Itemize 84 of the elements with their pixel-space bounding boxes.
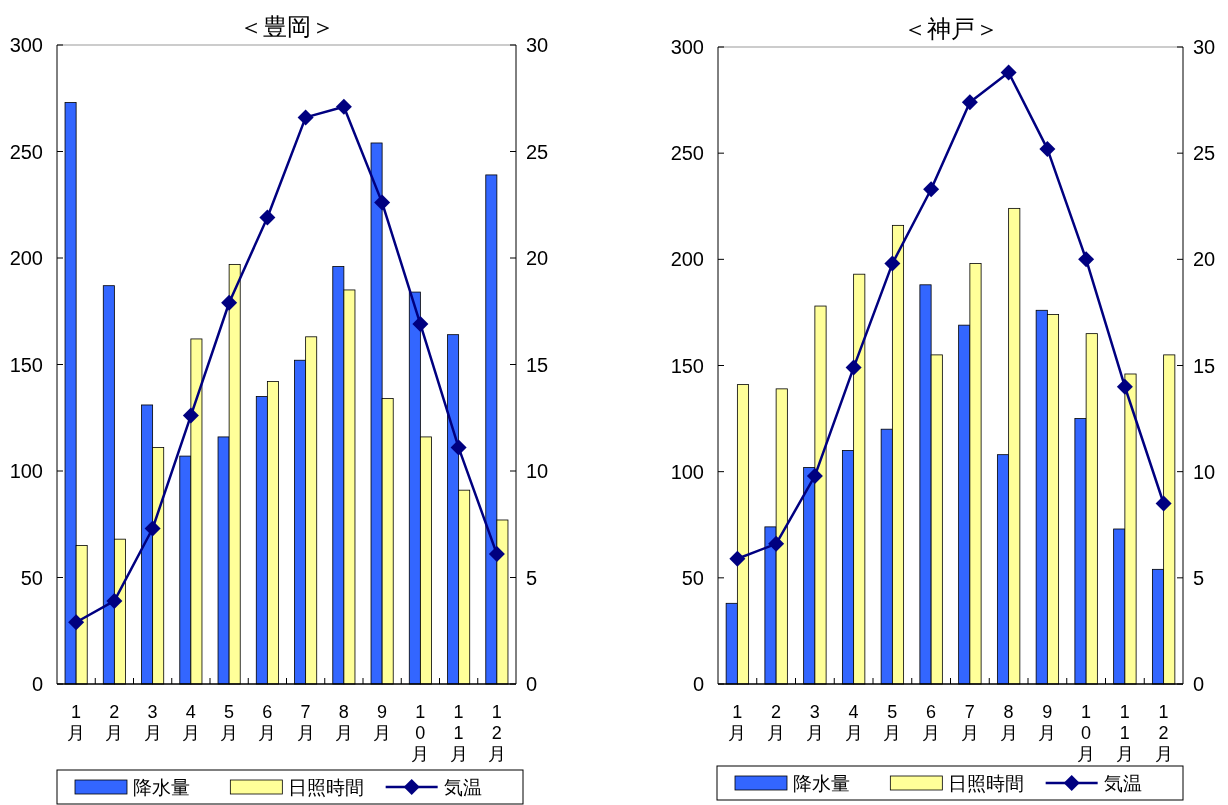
x-tick-label: 5月: [220, 702, 239, 743]
point: [259, 209, 276, 226]
point: [961, 94, 978, 111]
x-tick-label: 1月: [67, 702, 86, 743]
legend-label: 日照時間: [288, 777, 365, 798]
x-tick-label: 12月: [1154, 702, 1173, 764]
y2-tick-label: 5: [526, 566, 538, 589]
y-tick-label: 50: [681, 566, 704, 589]
point: [1000, 64, 1017, 81]
point: [488, 546, 505, 563]
y-tick-label: 0: [692, 673, 704, 695]
point: [845, 359, 862, 376]
point: [1116, 378, 1133, 395]
point: [884, 255, 901, 272]
x-tick-label: 12月: [487, 702, 506, 764]
legend-label: 日照時間: [948, 773, 1025, 794]
x-tick-label: 3月: [143, 702, 162, 743]
y-tick-label: 100: [9, 460, 43, 482]
y-tick-label: 250: [9, 140, 43, 163]
point: [450, 439, 467, 456]
x-tick-label: 8月: [334, 702, 353, 743]
x-tick-label: 3月: [805, 702, 824, 743]
point: [221, 294, 238, 311]
y2-tick-label: 25: [1193, 142, 1216, 165]
x-tick-label: 2月: [767, 702, 786, 743]
x-tick-label: 2月: [105, 702, 124, 743]
x-tick-label: 9月: [1038, 702, 1057, 743]
x-tick-label: 10月: [411, 702, 430, 764]
x-tick-label: 7月: [296, 702, 315, 743]
y2-tick-label: 15: [1193, 354, 1216, 377]
y-tick-label: 50: [20, 566, 43, 589]
y2-tick-label: 30: [526, 34, 549, 56]
chart-title: ＜豊岡＞: [238, 13, 335, 40]
point: [768, 535, 785, 552]
y-tick-label: 200: [9, 247, 43, 269]
y2-tick-label: 25: [526, 140, 549, 163]
y-tick-label: 300: [670, 36, 704, 58]
y2-tick-label: 10: [526, 460, 549, 482]
x-tick-label: 1月: [728, 702, 747, 743]
point: [297, 109, 314, 126]
x-tick-label: 6月: [922, 702, 941, 743]
point: [806, 467, 823, 484]
point: [182, 407, 199, 424]
y2-tick-label: 20: [526, 247, 549, 269]
legend-label: 降水量: [793, 773, 850, 794]
x-tick-label: 9月: [373, 702, 392, 743]
y-tick-label: 300: [9, 34, 43, 56]
chart-title: ＜神戸＞: [902, 15, 999, 42]
point: [1155, 495, 1172, 512]
y-tick-label: 200: [670, 248, 704, 271]
point: [923, 181, 940, 198]
x-tick-label: 10月: [1077, 702, 1096, 764]
x-tick-label: 6月: [258, 702, 277, 743]
x-tick-label: 8月: [999, 702, 1018, 743]
x-tick-label: 5月: [883, 702, 902, 743]
point: [1039, 140, 1056, 157]
y2-tick-label: 15: [526, 353, 549, 376]
y2-tick-label: 30: [1193, 36, 1216, 58]
y-tick-label: 250: [670, 142, 704, 165]
y2-tick-label: 0: [526, 673, 538, 695]
x-tick-label: 4月: [844, 702, 863, 743]
point: [144, 520, 161, 537]
y2-tick-label: 0: [1193, 673, 1205, 695]
y2-tick-label: 10: [1193, 460, 1216, 483]
x-tick-label: 4月: [181, 702, 200, 743]
y-tick-label: 100: [670, 460, 704, 483]
legend-label: 降水量: [133, 777, 190, 798]
y2-tick-label: 20: [1193, 248, 1216, 271]
y-tick-label: 150: [670, 354, 704, 377]
point: [729, 550, 746, 567]
point: [106, 592, 123, 609]
x-tick-label: 11月: [449, 702, 468, 764]
legend-label: 気温: [1103, 773, 1142, 794]
y2-tick-label: 5: [1193, 566, 1205, 589]
point: [412, 316, 429, 333]
y-tick-label: 0: [31, 673, 43, 695]
point: [374, 194, 391, 211]
x-tick-label: 7月: [960, 702, 979, 743]
point: [1078, 251, 1095, 268]
x-tick-label: 11月: [1115, 702, 1134, 764]
point: [335, 98, 352, 115]
point: [68, 614, 85, 631]
legend-label: 気温: [443, 777, 482, 798]
y-tick-label: 150: [9, 353, 43, 376]
